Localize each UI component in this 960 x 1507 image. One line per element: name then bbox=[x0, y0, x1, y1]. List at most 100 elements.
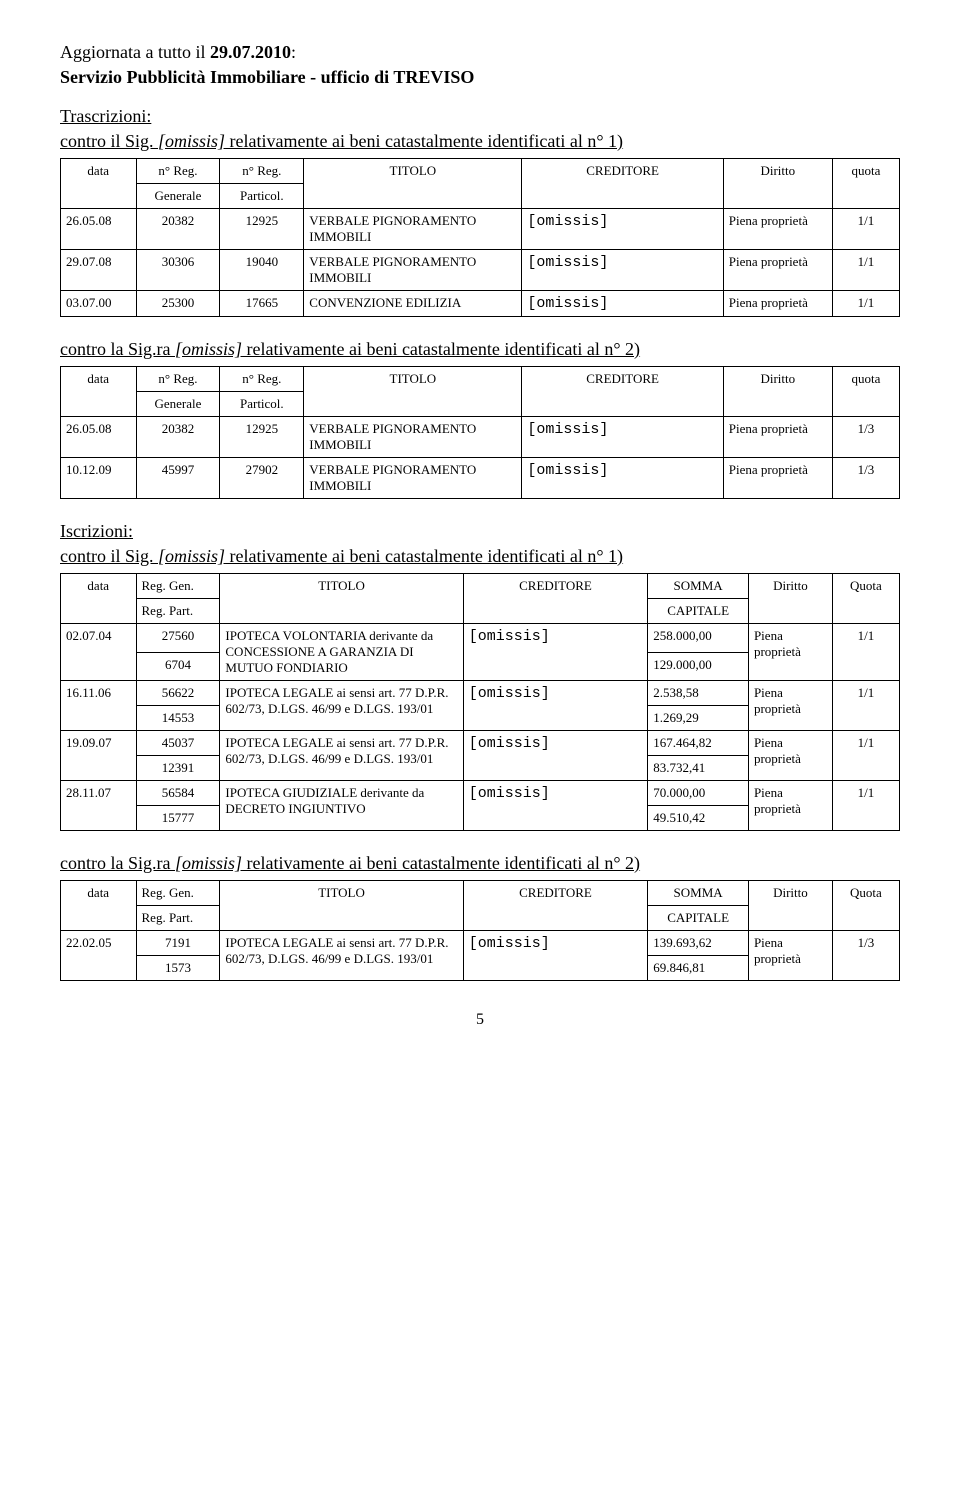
cell-part: 1573 bbox=[136, 956, 220, 981]
trascrizioni-sub2: contro la Sig.ra [omissis] relativamente… bbox=[60, 339, 900, 360]
sub2-pre: contro la Sig.ra bbox=[60, 339, 175, 359]
table-row: 19.09.0745037IPOTECA LEGALE ai sensi art… bbox=[61, 731, 900, 756]
table-row: 26.05.082038212925VERBALE PIGNORAMENTO I… bbox=[61, 417, 900, 458]
cell-data: 26.05.08 bbox=[61, 417, 137, 458]
i2th-titolo: TITOLO bbox=[220, 881, 463, 931]
cell-part: 17665 bbox=[220, 291, 304, 317]
cell-gen: 20382 bbox=[136, 209, 220, 250]
th2-dir: Diritto bbox=[723, 367, 832, 417]
cell-part: 15777 bbox=[136, 806, 220, 831]
cell-cred: [omissis] bbox=[522, 209, 723, 250]
i2th-regpart: Reg. Part. bbox=[136, 906, 220, 931]
isub1-post: relativamente ai beni catastalmente iden… bbox=[225, 546, 623, 566]
cell-part: 27902 bbox=[220, 458, 304, 499]
cell-dir: Piena proprietà bbox=[748, 624, 832, 681]
ith-titolo: TITOLO bbox=[220, 574, 463, 624]
cell-data: 26.05.08 bbox=[61, 209, 137, 250]
iscrizioni-title: Iscrizioni: bbox=[60, 521, 900, 542]
cell-gen: 25300 bbox=[136, 291, 220, 317]
cell-part: 14553 bbox=[136, 706, 220, 731]
cell-titolo: VERBALE PIGNORAMENTO IMMOBILI bbox=[304, 209, 522, 250]
cell-gen: 27560 bbox=[136, 624, 220, 653]
cell-capitale: 129.000,00 bbox=[648, 652, 749, 681]
cell-gen: 45037 bbox=[136, 731, 220, 756]
sub1-pre: contro il Sig. bbox=[60, 131, 158, 151]
cell-quota: 1/3 bbox=[832, 931, 899, 981]
cell-quota: 1/1 bbox=[832, 624, 899, 681]
cell-cred: [omissis] bbox=[522, 291, 723, 317]
sub2-om: [omissis] bbox=[175, 339, 242, 359]
iscrizioni-table-1: data Reg. Gen. TITOLO CREDITORE SOMMA Di… bbox=[60, 573, 900, 831]
cell-dir: Piena proprietà bbox=[723, 458, 832, 499]
cell-capitale: 49.510,42 bbox=[648, 806, 749, 831]
isub1-om: [omissis] bbox=[158, 546, 225, 566]
th2-quota: quota bbox=[832, 367, 899, 417]
cell-data: 16.11.06 bbox=[61, 681, 137, 731]
table-row: 22.02.057191IPOTECA LEGALE ai sensi art.… bbox=[61, 931, 900, 956]
cell-part: 6704 bbox=[136, 652, 220, 681]
cell-quota: 1/1 bbox=[832, 731, 899, 781]
th-quota: quota bbox=[832, 159, 899, 209]
th2-particol: Particol. bbox=[220, 392, 304, 417]
cell-quota: 1/1 bbox=[832, 781, 899, 831]
trascrizioni-table-1: data n° Reg. n° Reg. TITOLO CREDITORE Di… bbox=[60, 158, 900, 317]
cell-data: 03.07.00 bbox=[61, 291, 137, 317]
trascrizioni-title: Trascrizioni: bbox=[60, 106, 900, 127]
updated-prefix: Aggiornata a tutto il bbox=[60, 42, 210, 62]
th-nreg1: n° Reg. bbox=[136, 159, 220, 184]
i2th-somma: SOMMA bbox=[648, 881, 749, 906]
cell-somma: 258.000,00 bbox=[648, 624, 749, 653]
cell-cred: [omissis] bbox=[463, 731, 648, 781]
th-data: data bbox=[61, 159, 137, 209]
cell-quota: 1/1 bbox=[832, 209, 899, 250]
iscrizioni-sub1: contro il Sig. [omissis] relativamente a… bbox=[60, 546, 900, 567]
th2-cred: CREDITORE bbox=[522, 367, 723, 417]
cell-dir: Piena proprietà bbox=[723, 209, 832, 250]
cell-cred: [omissis] bbox=[522, 458, 723, 499]
cell-capitale: 1.269,29 bbox=[648, 706, 749, 731]
cell-data: 22.02.05 bbox=[61, 931, 137, 981]
cell-gen: 20382 bbox=[136, 417, 220, 458]
isub2-pre: contro la Sig.ra bbox=[60, 853, 175, 873]
cell-titolo: IPOTECA LEGALE ai sensi art. 77 D.P.R. 6… bbox=[220, 931, 463, 981]
cell-cred: [omissis] bbox=[463, 681, 648, 731]
cell-cred: [omissis] bbox=[522, 250, 723, 291]
table-row: 29.07.083030619040VERBALE PIGNORAMENTO I… bbox=[61, 250, 900, 291]
th2-data: data bbox=[61, 367, 137, 417]
cell-capitale: 69.846,81 bbox=[648, 956, 749, 981]
cell-part: 12925 bbox=[220, 417, 304, 458]
cell-gen: 56584 bbox=[136, 781, 220, 806]
ith-data: data bbox=[61, 574, 137, 624]
updated-suffix: : bbox=[291, 42, 296, 62]
i2th-reggen: Reg. Gen. bbox=[136, 881, 220, 906]
isub2-om: [omissis] bbox=[175, 853, 242, 873]
cell-titolo: VERBALE PIGNORAMENTO IMMOBILI bbox=[304, 250, 522, 291]
page-number: 5 bbox=[60, 1011, 900, 1029]
th2-nreg2: n° Reg. bbox=[220, 367, 304, 392]
ith-dir: Diritto bbox=[748, 574, 832, 624]
th-generale: Generale bbox=[136, 184, 220, 209]
trascrizioni-table-2: data n° Reg. n° Reg. TITOLO CREDITORE Di… bbox=[60, 366, 900, 499]
cell-titolo: IPOTECA LEGALE ai sensi art. 77 D.P.R. 6… bbox=[220, 681, 463, 731]
i2th-dir: Diritto bbox=[748, 881, 832, 931]
cell-titolo: IPOTECA LEGALE ai sensi art. 77 D.P.R. 6… bbox=[220, 731, 463, 781]
ith-regpart: Reg. Part. bbox=[136, 599, 220, 624]
sub1-post: relativamente ai beni catastalmente iden… bbox=[225, 131, 623, 151]
i2th-cred: CREDITORE bbox=[463, 881, 648, 931]
table-row: 10.12.094599727902VERBALE PIGNORAMENTO I… bbox=[61, 458, 900, 499]
cell-somma: 70.000,00 bbox=[648, 781, 749, 806]
table-row: 16.11.0656622IPOTECA LEGALE ai sensi art… bbox=[61, 681, 900, 706]
th-dir: Diritto bbox=[723, 159, 832, 209]
cell-cred: [omissis] bbox=[463, 931, 648, 981]
cell-quota: 1/3 bbox=[832, 417, 899, 458]
cell-dir: Piena proprietà bbox=[748, 681, 832, 731]
cell-dir: Piena proprietà bbox=[723, 417, 832, 458]
cell-gen: 45997 bbox=[136, 458, 220, 499]
cell-dir: Piena proprietà bbox=[723, 250, 832, 291]
cell-titolo: CONVENZIONE EDILIZIA bbox=[304, 291, 522, 317]
trascrizioni-sub1: contro il Sig. [omissis] relativamente a… bbox=[60, 131, 900, 152]
th-cred: CREDITORE bbox=[522, 159, 723, 209]
ith-reggen: Reg. Gen. bbox=[136, 574, 220, 599]
cell-part: 12391 bbox=[136, 756, 220, 781]
cell-dir: Piena proprietà bbox=[748, 731, 832, 781]
